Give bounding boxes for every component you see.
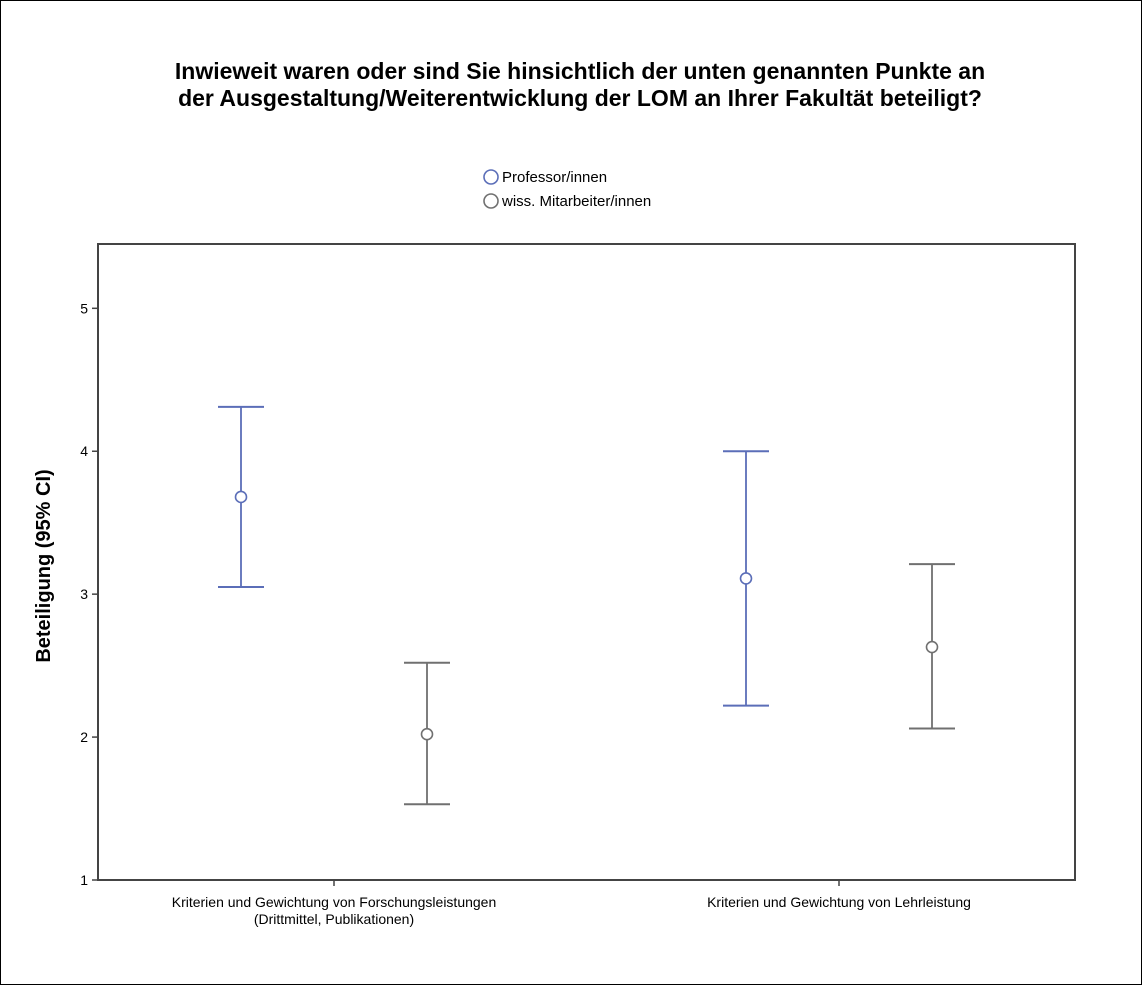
y-axis-label: Beteiligung (95% CI) (33, 469, 55, 662)
y-tick-label-5: 5 (80, 300, 88, 316)
mean-point-s2-c1 (420, 727, 434, 741)
mean-point-s1-c2 (739, 572, 753, 585)
legend-label-1: Professor/innen (502, 169, 607, 186)
y-axis: 1 2 3 4 5 (80, 300, 98, 888)
chart-title-line-2: der Ausgestaltung/Weiterentwicklung der … (178, 85, 982, 111)
x-category-label-1-line-1: Kriterien und Gewichtung von Forschungsl… (172, 894, 497, 910)
x-category-label-2-line-1: Kriterien und Gewichtung von Lehrleistun… (707, 894, 971, 910)
legend-marker-2 (483, 193, 499, 209)
error-bar-s2-c1 (404, 661, 450, 806)
x-axis: Kriterien und Gewichtung von Forschungsl… (172, 880, 971, 927)
mean-point-s2-c2 (925, 640, 939, 654)
y-tick-label-4: 4 (80, 443, 88, 459)
y-tick-label-1: 1 (80, 872, 88, 888)
error-bar-s1-c2 (723, 450, 769, 707)
x-category-label-1-line-2: (Drittmittel, Publikationen) (254, 911, 414, 927)
mean-point-s1-c1 (234, 490, 248, 504)
error-bar-s2-c2 (909, 563, 955, 730)
legend-marker-1 (483, 169, 499, 185)
y-tick-label-2: 2 (80, 729, 88, 745)
legend-label-2: wiss. Mitarbeiter/innen (501, 193, 651, 210)
legend: Professor/innen wiss. Mitarbeiter/innen (483, 169, 651, 210)
chart-title-line-1: Inwieweit waren oder sind Sie hinsichtli… (175, 58, 985, 84)
plot-area (97, 243, 1076, 881)
x-category-label-1: Kriterien und Gewichtung von Forschungsl… (172, 894, 497, 927)
y-tick-label-3: 3 (80, 586, 88, 602)
x-category-label-2: Kriterien und Gewichtung von Lehrleistun… (707, 894, 971, 910)
chart-marks (218, 405, 955, 806)
error-bar-s1-c1 (218, 405, 264, 589)
chart-title: Inwieweit waren oder sind Sie hinsichtli… (175, 58, 985, 111)
